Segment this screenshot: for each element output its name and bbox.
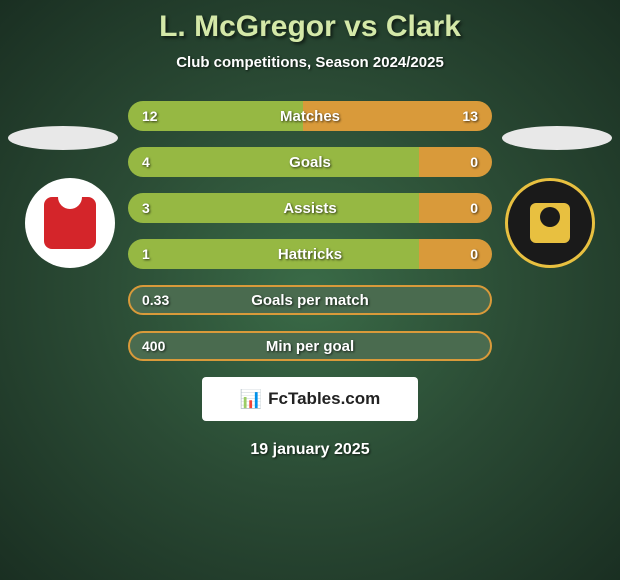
stat-row: 12Matches13	[128, 101, 492, 131]
subtitle: Club competitions, Season 2024/2025	[0, 54, 620, 71]
stat-value-right: 0	[470, 246, 478, 262]
hat-shape-left	[8, 126, 118, 150]
stat-value-right: 0	[470, 154, 478, 170]
stat-row: 400Min per goal	[128, 331, 492, 361]
stats-container: 12Matches13 4Goals0 3Assists0 1Hattricks0 0.…	[128, 101, 492, 361]
stat-row: 4Goals0	[128, 147, 492, 177]
team-badge-right-icon	[530, 203, 570, 243]
date-label: 19 january 2025	[0, 441, 620, 459]
stat-row: 0.33Goals per match	[128, 285, 492, 315]
stat-label: Hattricks	[128, 246, 492, 263]
chart-icon: 📊	[240, 389, 262, 410]
team-badge-left-icon	[44, 197, 96, 249]
stat-label: Matches	[128, 108, 492, 125]
watermark-text: FcTables.com	[268, 389, 380, 409]
stat-label: Min per goal	[128, 338, 492, 355]
stat-value-right: 0	[470, 200, 478, 216]
hat-shape-right	[502, 126, 612, 150]
watermark[interactable]: 📊 FcTables.com	[202, 377, 418, 421]
stat-value-right: 13	[462, 108, 478, 124]
team-badge-left	[25, 178, 115, 268]
stat-row: 1Hattricks0	[128, 239, 492, 269]
stat-label: Assists	[128, 200, 492, 217]
page-title: L. McGregor vs Clark	[0, 10, 620, 44]
stat-label: Goals per match	[128, 292, 492, 309]
stat-label: Goals	[128, 154, 492, 171]
stat-row: 3Assists0	[128, 193, 492, 223]
team-badge-right	[505, 178, 595, 268]
comparison-card: L. McGregor vs Clark Club competitions, …	[0, 0, 620, 580]
